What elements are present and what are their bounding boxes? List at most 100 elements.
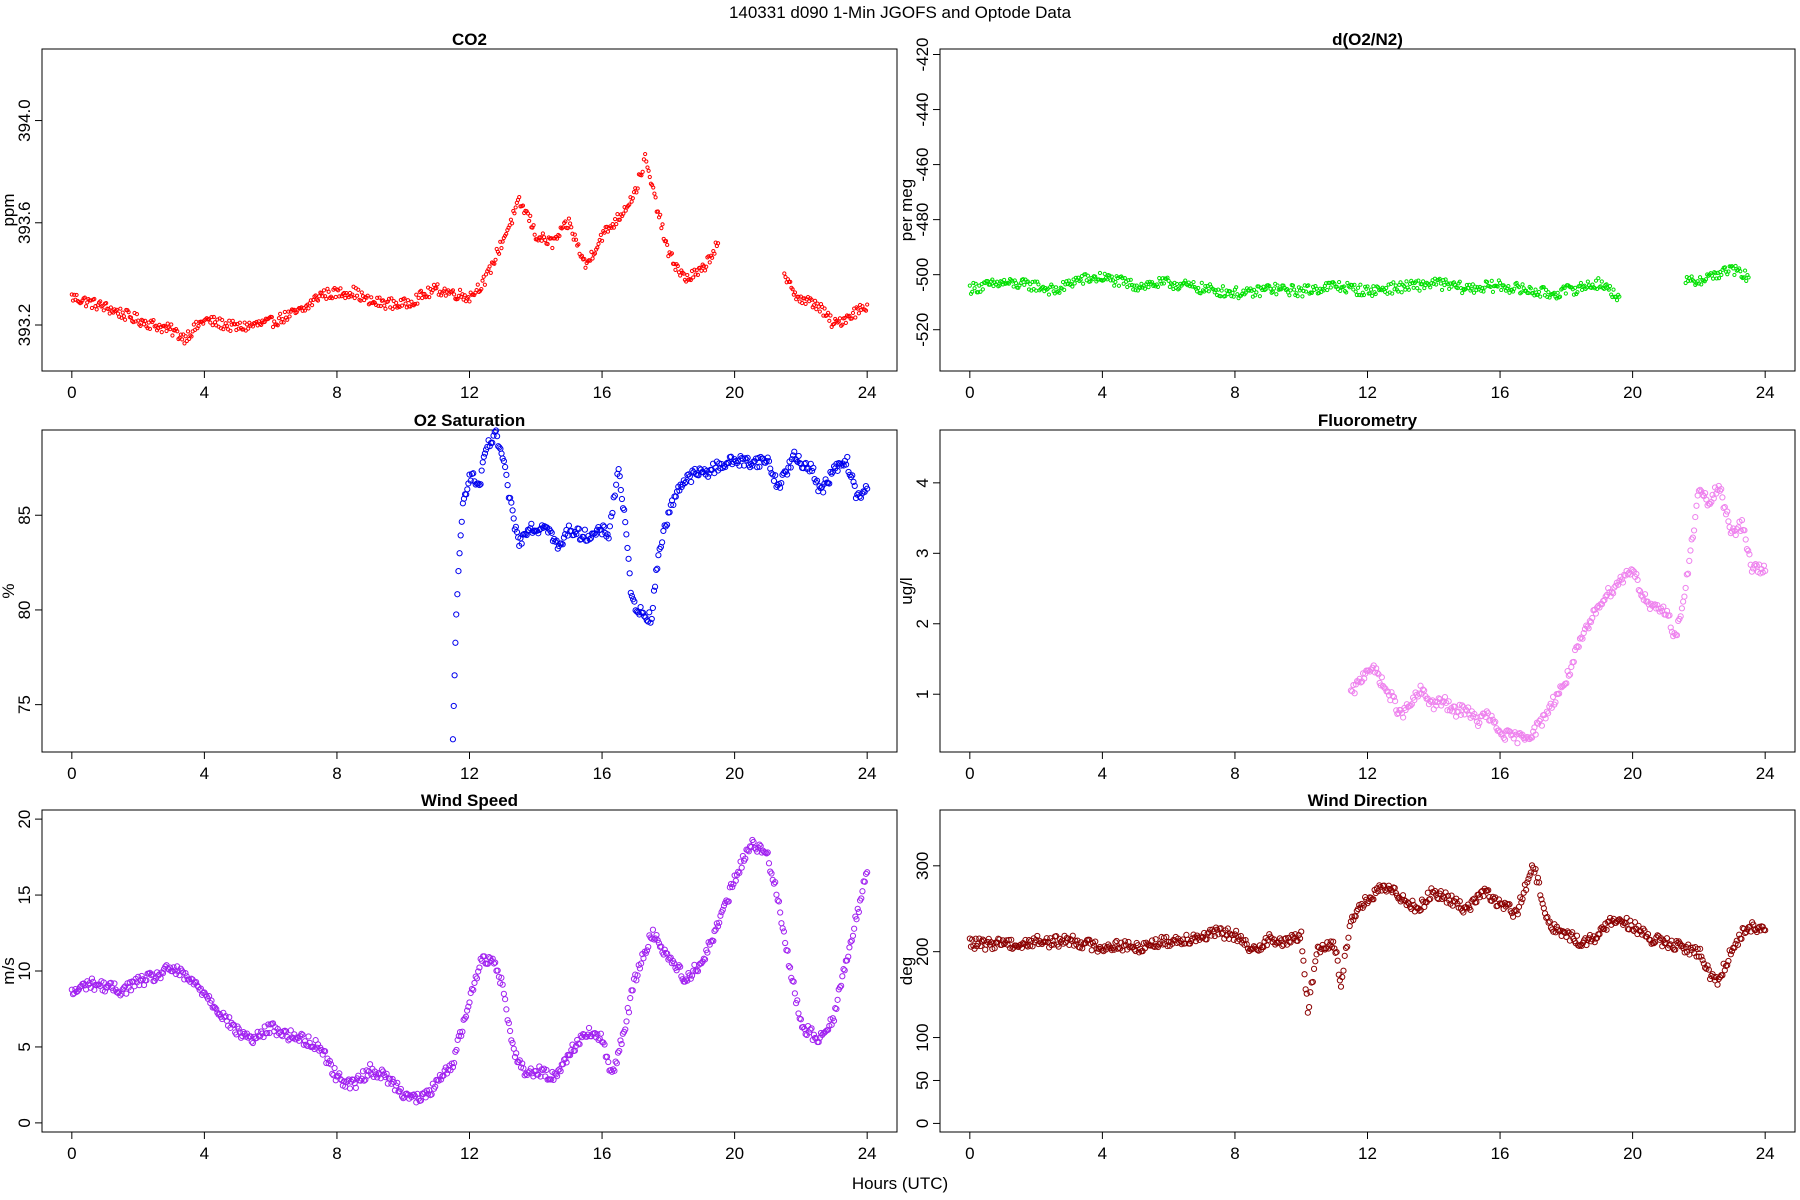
data-point bbox=[504, 482, 511, 489]
data-point bbox=[420, 295, 425, 301]
series-points bbox=[449, 427, 871, 743]
data-point bbox=[159, 330, 164, 335]
x-tick-label: 0 bbox=[67, 383, 76, 402]
data-point bbox=[665, 242, 670, 247]
data-point bbox=[1152, 936, 1159, 943]
data-point bbox=[472, 973, 479, 980]
data-point bbox=[1399, 290, 1404, 295]
data-point bbox=[681, 271, 686, 276]
data-point bbox=[1692, 513, 1699, 521]
data-point bbox=[1431, 887, 1439, 895]
data-point bbox=[278, 311, 283, 316]
data-point bbox=[182, 341, 187, 346]
data-point bbox=[494, 967, 501, 974]
data-point bbox=[470, 986, 477, 994]
x-tick-label: 12 bbox=[460, 383, 479, 402]
data-point bbox=[1336, 279, 1342, 285]
series-points bbox=[967, 263, 1751, 303]
data-point bbox=[1631, 919, 1639, 926]
data-point bbox=[118, 306, 123, 311]
data-point bbox=[1011, 284, 1016, 289]
data-point bbox=[841, 967, 848, 974]
data-point bbox=[624, 1004, 631, 1012]
data-point bbox=[540, 231, 545, 236]
data-point bbox=[1374, 669, 1381, 677]
data-point bbox=[1724, 508, 1731, 515]
data-point bbox=[614, 221, 619, 227]
data-point bbox=[1406, 287, 1411, 292]
data-point bbox=[786, 964, 794, 971]
data-point bbox=[820, 489, 827, 496]
data-point bbox=[1155, 284, 1161, 290]
data-point bbox=[645, 943, 652, 951]
data-point bbox=[101, 308, 106, 313]
data-point bbox=[1319, 941, 1326, 949]
data-point bbox=[1129, 282, 1135, 288]
x-tick-label: 24 bbox=[858, 383, 877, 402]
data-point bbox=[1305, 1004, 1313, 1011]
data-point bbox=[1370, 293, 1375, 299]
data-point bbox=[382, 303, 387, 308]
data-point bbox=[1694, 945, 1701, 953]
x-tick-label: 12 bbox=[1358, 764, 1377, 783]
data-point bbox=[983, 941, 990, 948]
data-point bbox=[550, 245, 555, 251]
data-point bbox=[179, 337, 185, 342]
data-point bbox=[1585, 279, 1590, 284]
data-point bbox=[621, 506, 628, 513]
x-tick-label: 8 bbox=[1230, 764, 1239, 783]
data-point bbox=[1280, 941, 1287, 948]
data-point bbox=[809, 297, 814, 302]
data-point bbox=[1677, 613, 1684, 620]
data-point bbox=[511, 1053, 519, 1061]
data-point bbox=[133, 319, 138, 324]
data-point bbox=[1292, 931, 1299, 938]
data-point bbox=[791, 990, 798, 997]
data-point bbox=[1756, 923, 1763, 930]
data-point bbox=[782, 271, 787, 276]
data-point bbox=[1079, 945, 1086, 952]
data-point bbox=[970, 289, 975, 294]
data-point bbox=[1460, 290, 1465, 296]
data-point bbox=[1299, 948, 1306, 955]
panel-title: Wind Speed bbox=[421, 791, 518, 810]
data-point bbox=[1413, 279, 1419, 284]
data-point bbox=[695, 272, 701, 277]
data-point bbox=[673, 967, 680, 974]
y-tick-label: 300 bbox=[913, 852, 932, 880]
data-point bbox=[678, 273, 683, 278]
data-point bbox=[1344, 943, 1351, 950]
y-axis-label: % bbox=[0, 583, 18, 598]
data-point bbox=[1644, 931, 1652, 938]
data-point bbox=[1416, 690, 1423, 697]
data-point bbox=[1126, 278, 1131, 283]
data-point bbox=[563, 1059, 570, 1066]
data-point bbox=[1704, 962, 1711, 969]
x-tick-label: 20 bbox=[725, 383, 744, 402]
data-point bbox=[611, 225, 616, 230]
data-point bbox=[1512, 286, 1517, 291]
data-point bbox=[1339, 973, 1346, 981]
data-point bbox=[520, 1065, 527, 1072]
data-point bbox=[625, 555, 632, 562]
x-tick-label: 0 bbox=[67, 1144, 76, 1163]
data-point bbox=[1719, 272, 1724, 278]
data-point bbox=[148, 971, 155, 979]
data-point bbox=[1390, 291, 1395, 296]
data-point bbox=[1578, 280, 1584, 286]
data-point bbox=[1667, 624, 1674, 631]
data-point bbox=[369, 295, 374, 300]
data-point bbox=[1396, 289, 1401, 294]
data-point bbox=[1532, 731, 1539, 738]
data-point bbox=[360, 294, 366, 299]
data-point bbox=[1197, 933, 1204, 940]
data-point bbox=[1409, 897, 1416, 904]
data-point bbox=[732, 877, 739, 884]
data-point bbox=[164, 328, 169, 334]
data-point bbox=[1458, 286, 1464, 291]
data-point bbox=[1284, 287, 1290, 292]
x-tick-label: 8 bbox=[332, 1144, 341, 1163]
data-point bbox=[88, 975, 96, 982]
data-point bbox=[794, 997, 801, 1004]
data-point bbox=[493, 257, 498, 262]
